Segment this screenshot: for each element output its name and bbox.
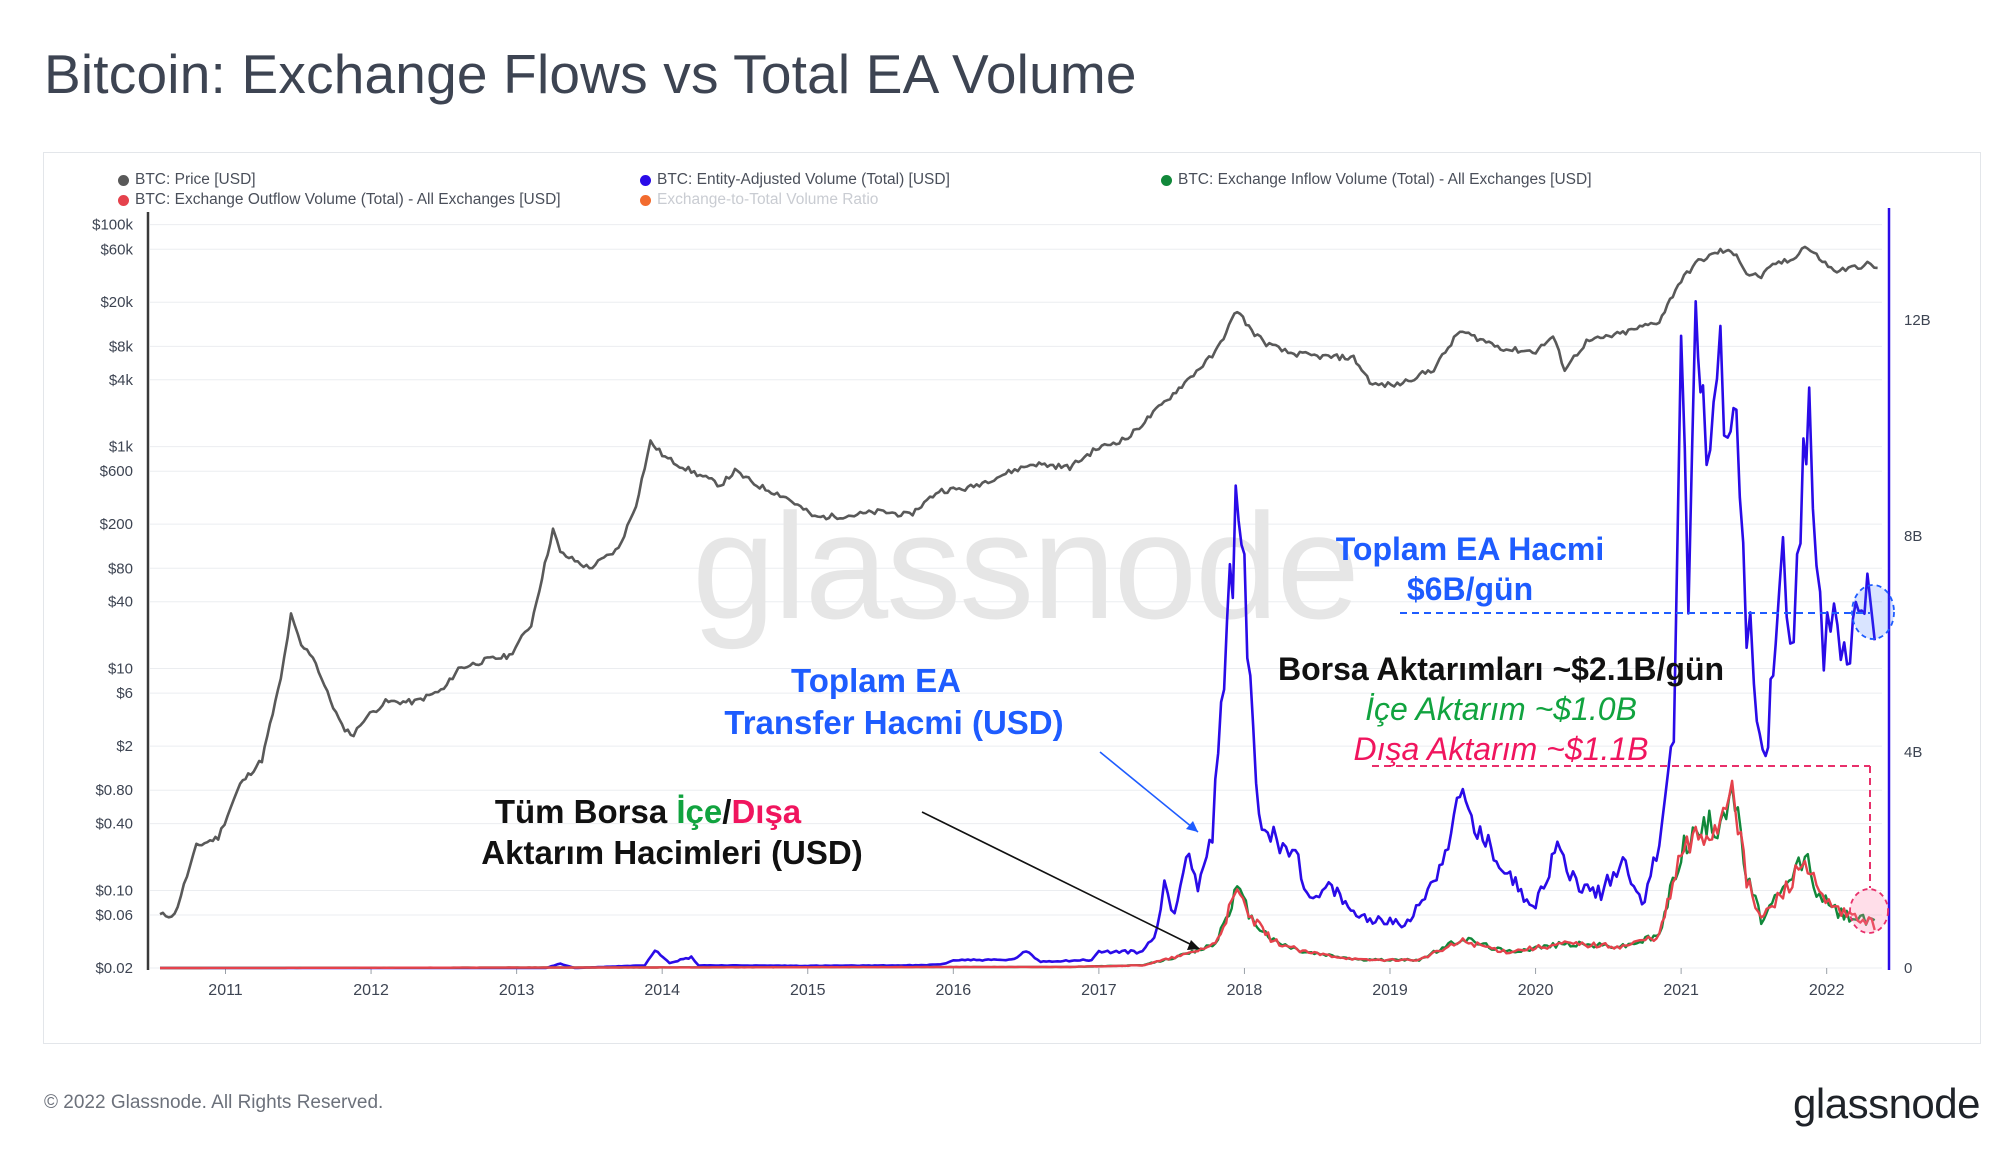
- x-tick-label: 2016: [936, 982, 972, 999]
- legend-item-ea-volume[interactable]: BTC: Entity-Adjusted Volume (Total) [USD…: [640, 171, 950, 189]
- y-right-tick-label: 4B: [1904, 744, 1922, 761]
- y-left-tick-label: $20k: [100, 294, 133, 311]
- legend-dot-inflow: [1161, 174, 1172, 186]
- flows-arrow-head: [1187, 940, 1200, 950]
- series-lines: [159, 245, 1878, 970]
- legend-item-ratio[interactable]: Exchange-to-Total Volume Ratio: [640, 191, 878, 209]
- exch-transfers-label: Borsa Aktarımları ~$2.1B/gün: [1278, 651, 1724, 687]
- x-tick-label: 2015: [790, 982, 826, 999]
- legend-item-price[interactable]: BTC: Price [USD]: [118, 171, 256, 189]
- y-left-tick-label: $10: [108, 661, 133, 678]
- y-left-tick-label: $80: [108, 560, 133, 577]
- y-left-tick-label: $40: [108, 594, 133, 611]
- ea-arrow-line: [1099, 751, 1199, 833]
- ea-arrow-head: [1186, 821, 1198, 832]
- footer-copyright: © 2022 Glassnode. All Rights Reserved.: [44, 1092, 384, 1113]
- flows-annotation-in: İçe: [676, 793, 722, 830]
- y-left-tick-label: $0.06: [95, 907, 133, 924]
- legend-dot-outflow: [118, 194, 129, 206]
- y-left-tick-label: $600: [100, 463, 133, 480]
- watermark: glassnode: [692, 482, 1358, 650]
- y-right-ticks: 12B 8B 4B 0: [1904, 312, 1931, 977]
- ea-total-line1: Toplam EA Hacmi: [1336, 531, 1605, 567]
- ea-annotation-line2: Transfer Hacmi (USD): [724, 704, 1063, 741]
- brand-logo: glassnode: [1793, 1080, 1980, 1127]
- flows-annotation-line1: Tüm Borsa İçe/Dışa: [495, 793, 802, 830]
- y-left-tick-label: $6: [116, 685, 133, 702]
- x-tick-label: 2018: [1227, 982, 1263, 999]
- y-left-tick-label: $0.80: [95, 782, 133, 799]
- y-right-tick-label: 0: [1904, 960, 1912, 977]
- y-left-tick-label: $0.10: [95, 882, 133, 899]
- y-left-tick-label: $2: [116, 738, 133, 755]
- x-tick-label: 2017: [1081, 982, 1117, 999]
- x-tick-label: 2020: [1518, 982, 1554, 999]
- y-left-tick-label: $4k: [109, 372, 134, 389]
- exch-outflow-label: Dışa Aktarım ~$1.1B: [1354, 731, 1649, 767]
- x-tick-label: 2012: [353, 982, 389, 999]
- legend-item-inflow[interactable]: BTC: Exchange Inflow Volume (Total) - Al…: [1161, 171, 1592, 189]
- legend-dot-ratio: [640, 194, 651, 206]
- y-left-tick-label: $1k: [109, 439, 134, 456]
- flows-annotation-a: Tüm Borsa: [495, 793, 677, 830]
- legend-label-ea-volume: BTC: Entity-Adjusted Volume (Total) [USD…: [657, 171, 950, 188]
- ea-annotation-line1: Toplam EA: [791, 662, 961, 699]
- y-right-tick-label: 12B: [1904, 312, 1931, 329]
- y-left-tick-label: $0.40: [95, 816, 133, 833]
- y-left-tick-label: $8k: [109, 338, 134, 355]
- x-tick-label: 2021: [1663, 982, 1699, 999]
- x-tick-label: 2019: [1372, 982, 1408, 999]
- x-ticks: 2011 2012 2013 2014 2015 2016 2017 2018 2019 2020…: [208, 968, 1845, 999]
- y-left-tick-label: $60k: [100, 241, 133, 258]
- legend-label-outflow: BTC: Exchange Outflow Volume (Total) - A…: [135, 191, 561, 208]
- exch-inflow-label: İçe Aktarım ~$1.0B: [1365, 691, 1637, 727]
- legend-item-outflow[interactable]: BTC: Exchange Outflow Volume (Total) - A…: [118, 191, 561, 209]
- y-left-tick-label: $0.02: [95, 960, 133, 977]
- y-right-tick-label: 8B: [1904, 528, 1922, 545]
- exch-level-circle: [1849, 888, 1889, 934]
- chart-frame: [43, 152, 1981, 1044]
- legend-dot-ea-volume: [640, 174, 651, 186]
- legend-label-inflow: BTC: Exchange Inflow Volume (Total) - Al…: [1178, 171, 1592, 188]
- flows-annotation-out: Dışa: [731, 793, 801, 830]
- x-tick-label: 2011: [208, 982, 243, 999]
- x-tick-label: 2013: [499, 982, 535, 999]
- ea-total-line2: $6B/gün: [1407, 571, 1533, 607]
- legend-label-price: BTC: Price [USD]: [135, 171, 256, 188]
- y-left-tick-label: $100k: [92, 217, 133, 234]
- ea-level-circle: [1851, 584, 1895, 640]
- series-outflow-line: [160, 779, 1876, 970]
- x-tick-label: 2022: [1809, 982, 1845, 999]
- y-left-tick-label: $200: [100, 516, 133, 533]
- legend-dot-price: [118, 174, 129, 186]
- flows-arrow-line: [921, 811, 1199, 949]
- series-price-line: [159, 245, 1878, 919]
- x-tick-label: 2014: [644, 982, 680, 999]
- page-title: Bitcoin: Exchange Flows vs Total EA Volu…: [44, 43, 1137, 105]
- flows-annotation-sep: /: [722, 793, 731, 830]
- legend-label-ratio: Exchange-to-Total Volume Ratio: [657, 191, 879, 208]
- flows-annotation-line2: Aktarım Hacimleri (USD): [481, 834, 862, 871]
- y-left-ticks: $100k $60k $20k $8k $4k $1k $600 $200 $80 $40 $10 $…: [92, 217, 133, 977]
